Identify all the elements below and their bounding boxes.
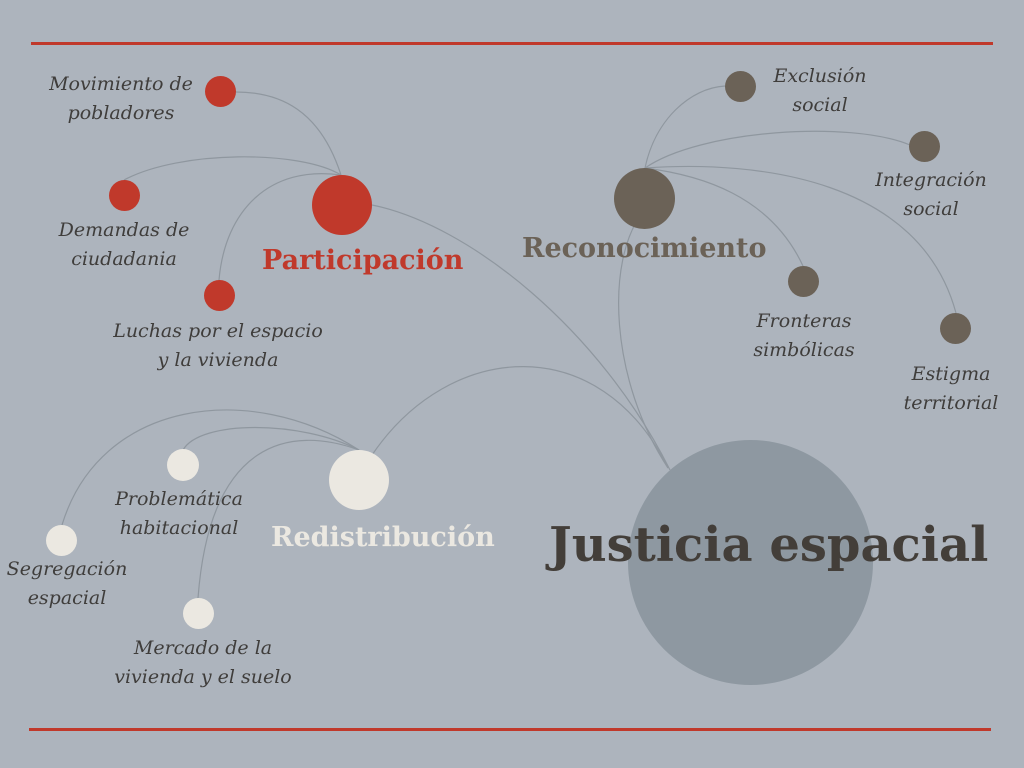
participacion-title: Participación	[262, 245, 464, 276]
problematica-habitacional-node	[167, 449, 199, 481]
edge-redistribucion-mercado	[197, 439, 360, 599]
luchas-espacio-label: Luchas por el espacio y la vivienda	[113, 320, 323, 371]
estigma-territorial-label: Estigma territorial	[903, 363, 999, 414]
integracion-social-node	[909, 131, 940, 162]
edge-reconocimiento-exclusion	[644, 85, 726, 169]
edge-justicia-redistribucion	[371, 366, 669, 469]
edge-justicia-participacion	[371, 204, 671, 471]
movimiento-pobladores-label: Movimiento de pobladores	[49, 73, 193, 124]
segregacion-espacial-node	[46, 525, 77, 556]
bottom-divider	[29, 728, 991, 731]
edge-justicia-reconocimiento	[618, 211, 669, 469]
edge-reconocimiento-fronteras	[644, 167, 804, 267]
mercado-vivienda-label: Mercado de la vivienda y el suelo	[114, 637, 292, 688]
estigma-territorial-node	[940, 313, 971, 344]
edge-reconocimiento-estigma	[644, 165, 957, 314]
movimiento-pobladores-node	[205, 76, 236, 107]
edge-participacion-luchas	[218, 173, 342, 281]
edge-redistribucion-segregacion	[61, 409, 360, 526]
fronteras-simbolicas-node	[788, 266, 819, 297]
edge-redistribucion-problematica	[182, 426, 360, 451]
reconocimiento-hub-node	[614, 168, 675, 229]
exclusion-social-node	[725, 71, 756, 102]
luchas-espacio-node	[204, 280, 235, 311]
fronteras-simbolicas-label: Fronteras simbólicas	[753, 310, 855, 361]
redistribucion-title: Redistribución	[271, 522, 495, 553]
demandas-ciudadania-label: Demandas de ciudadania	[58, 219, 190, 270]
participacion-hub-node	[312, 175, 372, 235]
top-divider	[31, 42, 993, 45]
edge-participacion-demandas	[123, 156, 342, 181]
edge-participacion-movimiento	[235, 91, 342, 176]
demandas-ciudadania-node	[109, 180, 140, 211]
segregacion-espacial-label: Segregación espacial	[6, 558, 128, 609]
integracion-social-label: Integración social	[875, 169, 987, 220]
mercado-vivienda-node	[183, 598, 214, 629]
edge-reconocimiento-integracion	[644, 130, 911, 169]
justicia-espacial-title: Justicia espacial	[549, 517, 989, 573]
reconocimiento-title: Reconocimiento	[522, 233, 767, 264]
justicia-espacial-circle	[628, 440, 873, 685]
problematica-habitacional-label: Problemática habitacional	[115, 488, 243, 539]
exclusion-social-label: Exclusión social	[773, 65, 867, 116]
redistribucion-hub-node	[329, 450, 389, 510]
